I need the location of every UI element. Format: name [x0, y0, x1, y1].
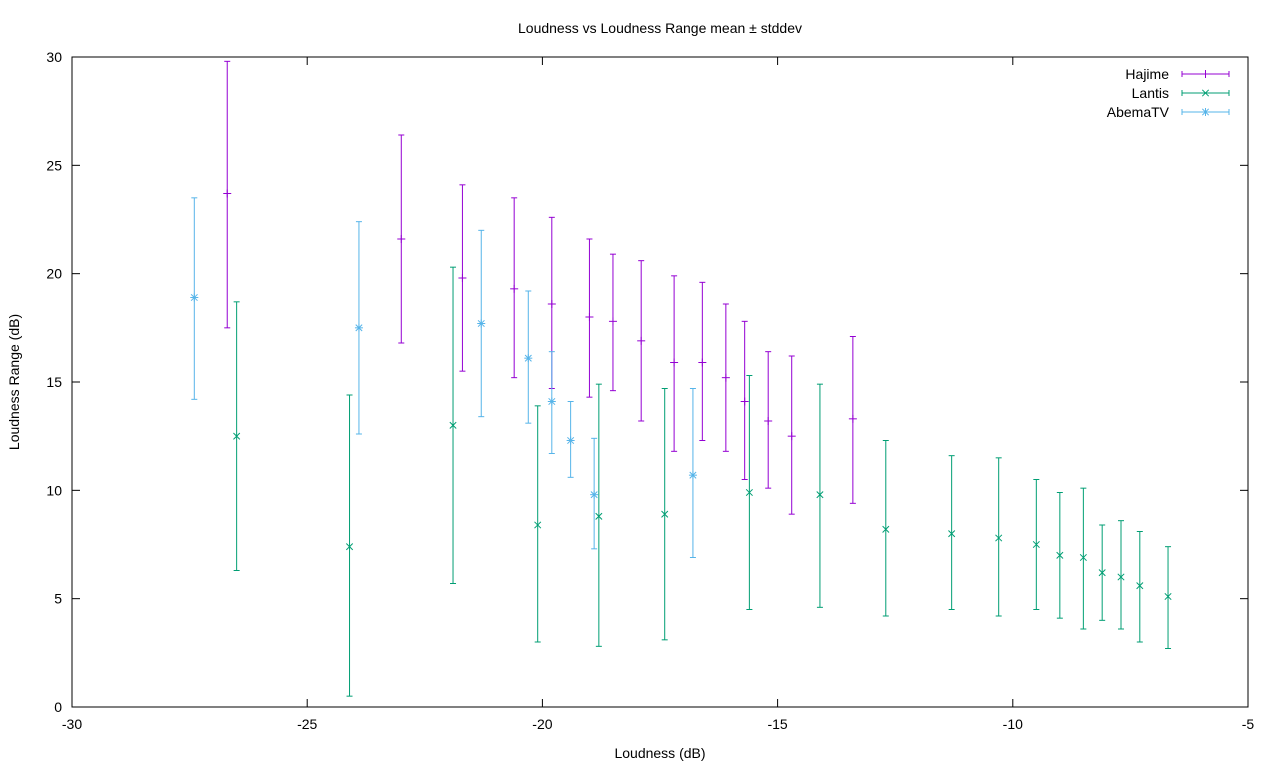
point-lantis: [661, 510, 669, 518]
legend-item-abematv: AbemaTV: [1107, 104, 1230, 120]
legend-item-lantis: Lantis: [1132, 85, 1230, 101]
legend-label-lantis: Lantis: [1132, 85, 1169, 101]
y-tick-label: 5: [54, 591, 62, 607]
legend-label-hajime: Hajime: [1125, 66, 1169, 82]
errorbar-lantis: [1165, 546, 1172, 649]
series-abematv: [190, 197, 697, 558]
point-lantis: [534, 521, 542, 529]
legend-label-abematv: AbemaTV: [1107, 104, 1170, 120]
x-axis: -30 -25 -20 -15 -10 -5: [62, 57, 1255, 732]
point-lantis: [233, 432, 241, 440]
errorbar-lantis: [995, 457, 1002, 617]
point-lantis: [1056, 551, 1064, 559]
point-lantis: [1136, 582, 1144, 590]
errorbar-lantis: [346, 394, 353, 697]
point-lantis: [882, 525, 890, 533]
y-tick-label: 20: [46, 266, 62, 282]
errorbar-lantis: [1117, 520, 1124, 630]
y-tick-label: 25: [46, 157, 62, 173]
point-lantis: [816, 491, 824, 499]
legend: Hajime Lantis AbemaTV: [1107, 66, 1230, 120]
point-lantis: [345, 543, 354, 551]
y-axis-label: Loudness Range (dB): [6, 314, 22, 450]
point-abematv: [354, 323, 363, 332]
chart-title: Loudness vs Loudness Range mean ± stddev: [518, 20, 802, 36]
point-abematv: [547, 397, 556, 406]
point-abematv: [524, 354, 533, 363]
point-abematv: [590, 490, 599, 499]
point-lantis: [1032, 540, 1040, 549]
point-hajime: [458, 274, 467, 282]
point-lantis: [948, 530, 956, 538]
y-axis: 0 5 10 15 20 25 30: [46, 49, 1248, 715]
point-hajime: [721, 373, 730, 382]
point-hajime: [670, 358, 679, 367]
point-hajime: [698, 358, 707, 367]
x-tick-label: -5: [1242, 716, 1255, 732]
errorbar-lantis: [816, 383, 823, 608]
point-hajime: [510, 284, 519, 293]
point-abematv: [566, 436, 575, 445]
y-tick-label: 30: [46, 49, 62, 65]
x-tick-label: -20: [532, 716, 552, 732]
point-lantis: [1164, 592, 1172, 601]
point-hajime: [740, 397, 749, 406]
legend-marker-hajime: [1201, 70, 1210, 78]
point-hajime: [585, 313, 594, 321]
x-axis-label: Loudness (dB): [614, 745, 705, 761]
point-abematv: [190, 293, 199, 302]
legend-marker-lantis: [1201, 89, 1210, 97]
x-tick-label: -25: [297, 716, 317, 732]
point-lantis: [1098, 569, 1106, 577]
series-layer: [190, 60, 1172, 697]
point-lantis: [1079, 553, 1087, 562]
point-lantis: [595, 512, 603, 520]
point-hajime: [764, 417, 773, 425]
legend-item-hajime: Hajime: [1125, 66, 1230, 82]
point-hajime: [787, 432, 796, 441]
errorbar-lantis: [595, 383, 602, 647]
y-tick-label: 15: [46, 374, 62, 390]
errorbar-lantis: [1136, 531, 1143, 643]
point-abematv: [477, 319, 486, 328]
point-hajime: [547, 300, 556, 308]
x-tick-label: -30: [62, 716, 82, 732]
point-lantis: [745, 488, 753, 497]
point-lantis: [1117, 573, 1125, 581]
series-hajime: [223, 60, 857, 515]
series-lantis: [233, 266, 1172, 697]
plot-frame: [71, 56, 1249, 708]
point-lantis: [995, 534, 1003, 542]
errorbar-lantis: [948, 455, 955, 610]
errorbar-lantis: [882, 440, 889, 617]
point-hajime: [637, 336, 646, 345]
y-tick-label: 0: [54, 699, 62, 715]
point-hajime: [397, 235, 406, 243]
x-tick-label: -10: [1003, 716, 1023, 732]
point-abematv: [688, 471, 697, 480]
point-lantis: [449, 421, 457, 429]
x-tick-label: -15: [767, 716, 787, 732]
point-hajime: [223, 189, 232, 198]
point-hajime: [848, 414, 857, 423]
legend-marker-abematv: [1201, 108, 1210, 116]
y-tick-label: 10: [46, 482, 62, 498]
errorbar-lantis: [1080, 487, 1087, 630]
point-hajime: [608, 317, 617, 326]
errorbar-lantis: [534, 405, 541, 643]
